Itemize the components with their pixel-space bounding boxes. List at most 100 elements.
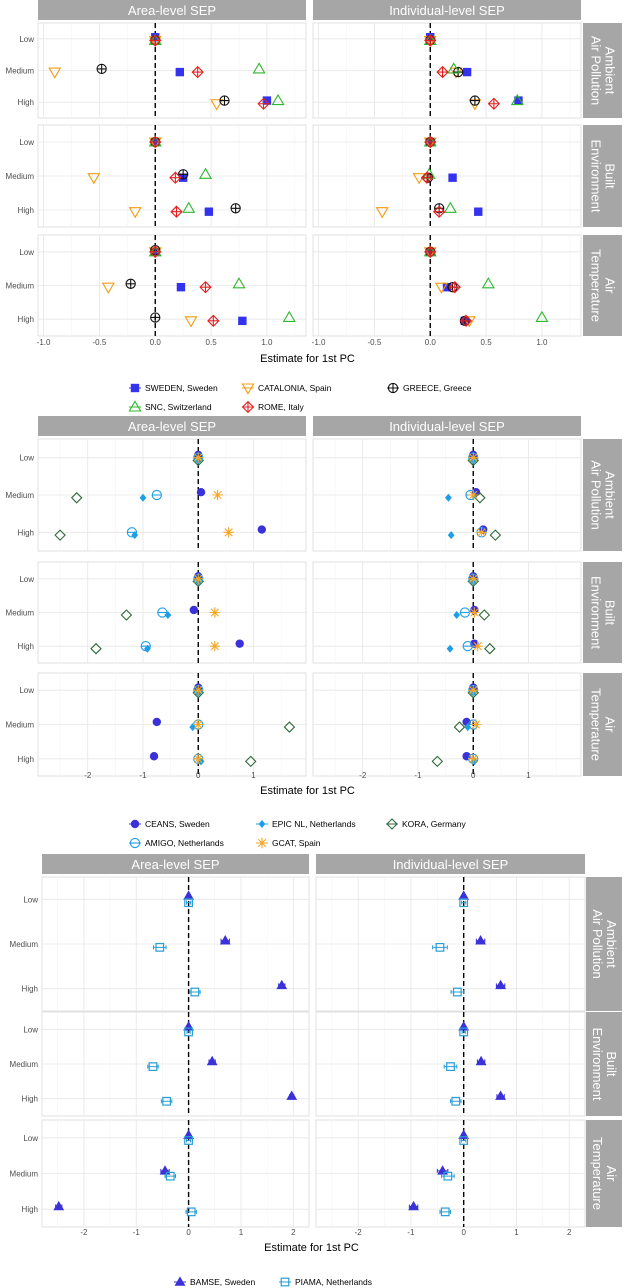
legend-marker [130, 383, 140, 393]
point-sweden-sweden-high [204, 207, 214, 216]
x-tick-label: 1 [526, 771, 531, 780]
point-gcat-spain-low [193, 684, 204, 696]
point-gcat-spain-medium [470, 719, 482, 730]
point-piama-netherlands-high [190, 987, 200, 997]
column-strip-area-level-sep [42, 854, 309, 874]
legend: SWEDEN, Sweden CATALONIA, Spain GREECE, Gr… [128, 382, 472, 414]
row-strip-label: BuiltEnvironment [589, 140, 618, 213]
point-kora-germany-low [467, 575, 480, 588]
point-amigo-netherlands-medium [151, 489, 162, 501]
row-strip-line: Air Pollution [589, 36, 604, 105]
point-rome-italy-medium [191, 65, 204, 79]
point-ceans-sweden-medium [196, 488, 206, 497]
point-gcat-spain-low [193, 452, 204, 463]
point-snc-switzerland-high [282, 310, 296, 323]
point-piama-netherlands-medium [148, 1062, 158, 1072]
row-strip-air-temperature [583, 235, 622, 336]
panel-ambient-air-pollution-area [37, 438, 307, 552]
x-tick-label: -1 [414, 771, 422, 780]
x-tick-label: 0.0 [150, 338, 162, 347]
y-tick-label: Medium [6, 721, 35, 730]
row-strip-label: AmbientAir Pollution [589, 460, 618, 529]
point-catalonia-spain-high [210, 99, 224, 111]
error-bar [461, 1138, 467, 1143]
point-ceans-sweden-medium [152, 717, 162, 727]
point-rome-italy-high [487, 97, 501, 110]
panel-built-environment-area [41, 1011, 310, 1117]
point-greece-greece-high [150, 312, 161, 323]
legend-marker [256, 837, 268, 849]
column-strip-label: Area-level SEP [131, 857, 219, 872]
point-gcat-spain-low [468, 684, 479, 696]
column-strip-label: Area-level SEP [128, 419, 216, 434]
y-tick-label: Low [23, 895, 38, 904]
row-strip-line: Ambient [603, 47, 618, 95]
legend-item-catalonia-spain: CATALONIA, Spain [241, 383, 332, 395]
point-sweden-sweden-medium [175, 67, 185, 77]
x-tick-label: 0 [196, 771, 201, 780]
point-rome-italy-high [170, 205, 183, 218]
x-tick-label: 0 [186, 1228, 191, 1237]
point-sweden-sweden-high [474, 207, 483, 216]
x-tick-label: 1 [514, 1228, 519, 1237]
x-tick-label: -1.0 [312, 338, 326, 347]
column-strip-area-level-sep [38, 416, 306, 436]
legend-label: AMIGO, Netherlands [145, 838, 224, 848]
row-strip-built-environment [583, 125, 622, 227]
x-tick-label: 0 [461, 1228, 466, 1237]
legend-label: PIAMA, Netherlands [295, 1277, 372, 1287]
point-snc-switzerland-high [271, 93, 285, 106]
point-bamse-sweden-high [408, 1200, 419, 1211]
point-epic-nl-netherlands-medium [189, 723, 197, 732]
x-tick-label: -1 [407, 1228, 415, 1237]
legend-label: GREECE, Greece [403, 383, 472, 393]
point-rome-italy-low [424, 135, 437, 149]
point-gcat-spain-medium [468, 489, 479, 501]
row-strip-line: Air Pollution [589, 460, 604, 529]
row-strip-line: Environment [589, 140, 604, 213]
panel-ambient-air-pollution-individual [312, 438, 582, 552]
row-strip-label: AirTemperature [590, 1137, 619, 1210]
point-bamse-sweden-medium [206, 1055, 218, 1066]
point-epic-nl-netherlands-medium [464, 723, 472, 732]
row-strip-line: Air [603, 278, 618, 295]
point-rome-italy-high [207, 314, 220, 328]
legend-item-ceans-sweden: CEANS, Sweden [129, 819, 210, 829]
point-sweden-sweden-high [514, 96, 523, 105]
point-gcat-spain-medium [209, 607, 221, 618]
point-greece-greece-medium [125, 278, 136, 289]
legend-label: GCAT, Spain [272, 838, 321, 848]
point-catalonia-spain-medium [101, 282, 115, 294]
point-greece-greece-medium [96, 63, 107, 75]
point-piama-netherlands-high [451, 1096, 461, 1106]
row-strip-label: AmbientAir Pollution [590, 909, 619, 978]
legend-label: CATALONIA, Spain [258, 383, 332, 393]
point-ceans-sweden-high [149, 752, 159, 761]
point-epic-nl-netherlands-high [447, 531, 455, 540]
point-kora-germany-high [90, 642, 102, 655]
x-tick-label: 0.5 [481, 338, 493, 347]
y-tick-label: High [18, 98, 34, 107]
point-bamse-sweden-low [183, 890, 194, 900]
point-kora-germany-medium [283, 721, 296, 733]
point-catalonia-spain-high [128, 207, 142, 219]
legend: BAMSE, Sweden PIAMA, Netherlands [174, 1276, 372, 1287]
y-tick-label: Low [19, 35, 34, 44]
point-piama-netherlands-low [459, 1027, 469, 1037]
row-strip-ambient-air-pollution [583, 23, 622, 118]
row-strip-line: Air Pollution [590, 909, 605, 978]
legend-label: BAMSE, Sweden [190, 1277, 255, 1287]
point-rome-italy-medium [420, 171, 434, 184]
point-rome-italy-medium [169, 171, 182, 184]
point-bamse-sweden-low [458, 890, 470, 900]
y-tick-label: High [18, 315, 34, 324]
x-tick-label: -1.0 [37, 338, 51, 347]
point-epic-nl-netherlands-medium [453, 611, 461, 620]
legend-label: CEANS, Sweden [145, 819, 210, 829]
point-snc-switzerland-medium [481, 277, 495, 289]
point-rome-italy-medium [448, 281, 461, 294]
y-tick-label: Medium [6, 172, 35, 181]
y-tick-label: Low [19, 575, 34, 584]
point-gcat-spain-medium [212, 489, 223, 501]
